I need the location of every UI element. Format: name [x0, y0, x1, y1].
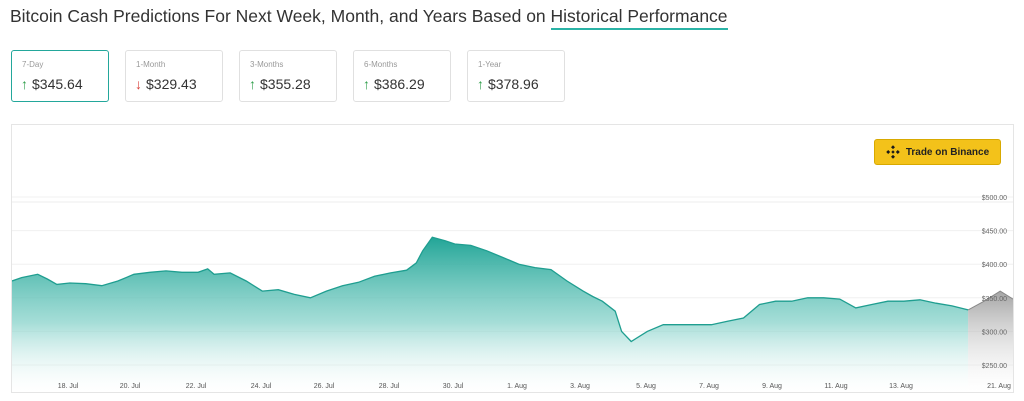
x-tick-label: 24. Jul	[251, 383, 272, 390]
x-tick-label: 3. Aug	[570, 383, 590, 390]
card-label: 6-Months	[364, 60, 398, 69]
card-label: 1-Month	[136, 60, 166, 69]
x-tick-label: 13. Aug	[889, 383, 913, 390]
prediction-card-7-day[interactable]: 7-Day ↑ $345.64	[11, 50, 109, 102]
arrow-up-icon: ↑	[477, 76, 484, 92]
prediction-card-3-months[interactable]: 3-Months ↑ $355.28	[239, 50, 337, 102]
trade-on-binance-button[interactable]: Trade on Binance	[874, 139, 1001, 165]
x-tick-label: 18. Jul	[58, 383, 79, 390]
card-price: $378.96	[488, 76, 539, 92]
y-tick-label: $250.00	[982, 363, 1007, 370]
title-text: Bitcoin Cash Predictions For Next Week, …	[10, 6, 551, 26]
card-value: ↑ $378.96	[477, 76, 539, 92]
page-title: Bitcoin Cash Predictions For Next Week, …	[10, 6, 728, 30]
chart-svg: $250.00 $300.00 $350.00 $400.00 $450.00 $500.…	[12, 195, 1013, 392]
arrow-down-icon: ↓	[135, 76, 142, 92]
x-tick-label: 20. Jul	[120, 383, 141, 390]
price-chart: $250.00 $300.00 $350.00 $400.00 $450.00 $500.…	[11, 124, 1014, 393]
arrow-up-icon: ↑	[21, 76, 28, 92]
y-tick-label: $300.00	[982, 329, 1007, 336]
card-price: $386.29	[374, 76, 425, 92]
arrow-up-icon: ↑	[363, 76, 370, 92]
x-tick-label: 7. Aug	[699, 383, 719, 390]
card-price: $355.28	[260, 76, 311, 92]
card-value: ↑ $386.29	[363, 76, 425, 92]
card-price: $345.64	[32, 76, 83, 92]
x-tick-label: 1. Aug	[507, 383, 527, 390]
y-tick-label: $450.00	[982, 229, 1007, 236]
trade-button-label: Trade on Binance	[905, 146, 990, 158]
prediction-card-1-month[interactable]: 1-Month ↓ $329.43	[125, 50, 223, 102]
price-area	[12, 237, 969, 392]
card-value: ↑ $355.28	[249, 76, 311, 92]
x-tick-label: 28. Jul	[379, 383, 400, 390]
forecast-area	[968, 291, 1013, 392]
card-price: $329.43	[146, 76, 197, 92]
card-label: 1-Year	[478, 60, 502, 69]
x-tick-label: 11. Aug	[824, 383, 847, 390]
prediction-card-6-months[interactable]: 6-Months ↑ $386.29	[353, 50, 451, 102]
card-value: ↓ $329.43	[135, 76, 197, 92]
x-tick-label: 22. Jul	[186, 383, 207, 390]
card-value: ↑ $345.64	[21, 76, 83, 92]
prediction-card-1-year[interactable]: 1-Year ↑ $378.96	[467, 50, 565, 102]
price-line	[12, 236, 969, 343]
x-tick-label: 21. Aug	[987, 383, 1011, 390]
x-tick-label: 5. Aug	[636, 383, 656, 390]
x-tick-label: 30. Jul	[443, 383, 464, 390]
card-label: 7-Day	[22, 60, 44, 69]
x-tick-label: 26. Jul	[314, 383, 335, 390]
historical-performance-link[interactable]: Historical Performance	[550, 6, 728, 30]
card-label: 3-Months	[250, 60, 284, 69]
forecast-line	[967, 290, 1013, 311]
y-tick-label: $350.00	[982, 296, 1007, 303]
arrow-up-icon: ↑	[249, 76, 256, 92]
y-tick-label: $400.00	[982, 262, 1007, 269]
binance-icon	[886, 145, 900, 159]
x-tick-label: 9. Aug	[762, 383, 782, 390]
y-tick-label: $500.00	[982, 195, 1007, 202]
